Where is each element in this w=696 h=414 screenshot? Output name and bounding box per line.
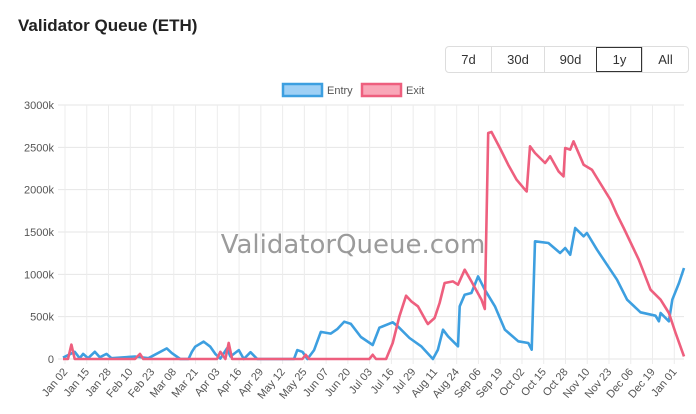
- range-1y-button[interactable]: 1y: [596, 47, 642, 72]
- y-tick-label: 1000k: [24, 269, 54, 281]
- y-tick-label: 0: [48, 354, 54, 366]
- y-tick-label: 500k: [30, 312, 54, 324]
- x-tick-label: Jul 03: [347, 366, 375, 396]
- legend-label-entry: Entry: [327, 85, 353, 97]
- y-tick-label: 2000k: [24, 185, 54, 197]
- y-tick-label: 3000k: [24, 100, 54, 112]
- range-30d-button[interactable]: 30d: [491, 47, 544, 72]
- watermark: ValidatorQueue.com: [221, 230, 486, 260]
- time-range-selector: 7d 30d 90d 1y All: [445, 46, 689, 73]
- legend-swatch-entry: [281, 82, 324, 98]
- range-90d-button[interactable]: 90d: [544, 47, 596, 72]
- legend-label-exit: Exit: [406, 85, 424, 97]
- y-tick-label: 2500k: [24, 142, 54, 154]
- x-tick-label: Jul 16: [369, 366, 397, 396]
- legend-swatch-exit: [360, 82, 403, 98]
- y-tick-label: 1500k: [24, 227, 54, 239]
- page-title: Validator Queue (ETH): [18, 16, 198, 35]
- series-line-exit: [63, 130, 686, 361]
- range-all-button[interactable]: All: [642, 47, 688, 72]
- range-7d-button[interactable]: 7d: [446, 47, 491, 72]
